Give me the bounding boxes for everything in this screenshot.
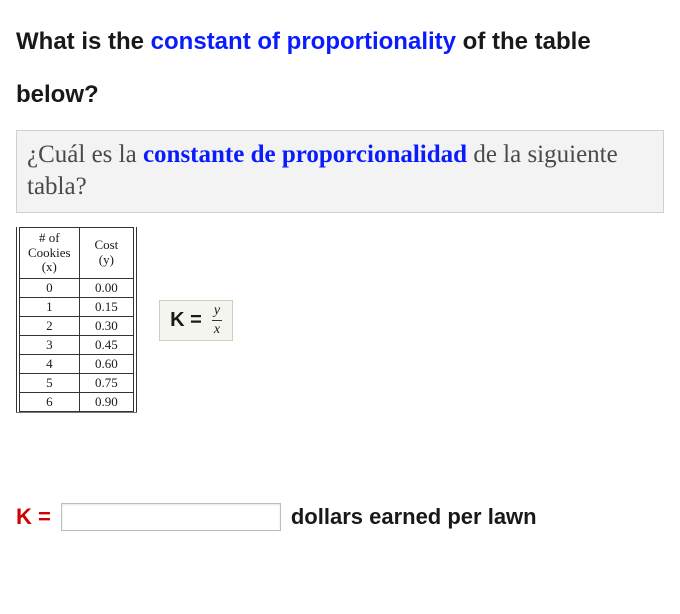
table-row: 50.75 bbox=[18, 374, 135, 393]
header-y-line2: (y) bbox=[99, 252, 114, 267]
cell-x: 2 bbox=[18, 317, 79, 336]
cell-y: 0.15 bbox=[79, 298, 135, 317]
cell-x: 5 bbox=[18, 374, 79, 393]
formula-denominator: x bbox=[212, 321, 222, 337]
answer-row: K = dollars earned per lawn bbox=[16, 503, 664, 531]
cell-x: 0 bbox=[18, 279, 79, 298]
table-row: 40.60 bbox=[18, 355, 135, 374]
cookies-table-wrap: # of Cookies (x) Cost (y) 00.00 10.15 20… bbox=[16, 227, 137, 414]
formula-box: K = y x bbox=[159, 300, 233, 341]
formula-numerator: y bbox=[212, 304, 222, 321]
table-header-row: # of Cookies (x) Cost (y) bbox=[18, 227, 135, 279]
formula-k-eq: K = bbox=[170, 309, 202, 332]
question-es-part1: ¿Cuál es la bbox=[27, 141, 143, 168]
question-en-highlight: constant of proportionality bbox=[151, 28, 456, 55]
cell-x: 6 bbox=[18, 393, 79, 412]
cell-y: 0.45 bbox=[79, 336, 135, 355]
formula-fraction: y x bbox=[212, 304, 222, 337]
cell-x: 4 bbox=[18, 355, 79, 374]
question-es-highlight: constante de proporcionalidad bbox=[143, 141, 467, 168]
cell-y: 0.30 bbox=[79, 317, 135, 336]
question-en-part1: What is the bbox=[16, 28, 151, 55]
table-row: 20.30 bbox=[18, 317, 135, 336]
table-header-x: # of Cookies (x) bbox=[18, 227, 79, 279]
header-x-line3: (x) bbox=[42, 259, 57, 274]
cell-y: 0.75 bbox=[79, 374, 135, 393]
answer-unit: dollars earned per lawn bbox=[291, 504, 537, 530]
cookies-table: # of Cookies (x) Cost (y) 00.00 10.15 20… bbox=[16, 227, 137, 413]
header-x-line1: # of bbox=[39, 230, 60, 245]
table-body: 00.00 10.15 20.30 30.45 40.60 50.75 60.9… bbox=[18, 279, 135, 412]
table-row: 60.90 bbox=[18, 393, 135, 412]
cell-y: 0.90 bbox=[79, 393, 135, 412]
table-row: 00.00 bbox=[18, 279, 135, 298]
header-x-line2: Cookies bbox=[28, 245, 71, 260]
cell-x: 3 bbox=[18, 336, 79, 355]
cell-y: 0.00 bbox=[79, 279, 135, 298]
question-spanish-box: ¿Cuál es la constante de proporcionalida… bbox=[16, 130, 664, 213]
table-row: 10.15 bbox=[18, 298, 135, 317]
question-english: What is the constant of proportionality … bbox=[16, 16, 664, 122]
table-row: 30.45 bbox=[18, 336, 135, 355]
answer-k-eq: K = bbox=[16, 504, 51, 530]
header-y-line1: Cost bbox=[94, 237, 118, 252]
cell-x: 1 bbox=[18, 298, 79, 317]
cell-y: 0.60 bbox=[79, 355, 135, 374]
table-header-y: Cost (y) bbox=[79, 227, 135, 279]
content-row: # of Cookies (x) Cost (y) 00.00 10.15 20… bbox=[16, 227, 664, 414]
answer-input[interactable] bbox=[61, 503, 281, 531]
